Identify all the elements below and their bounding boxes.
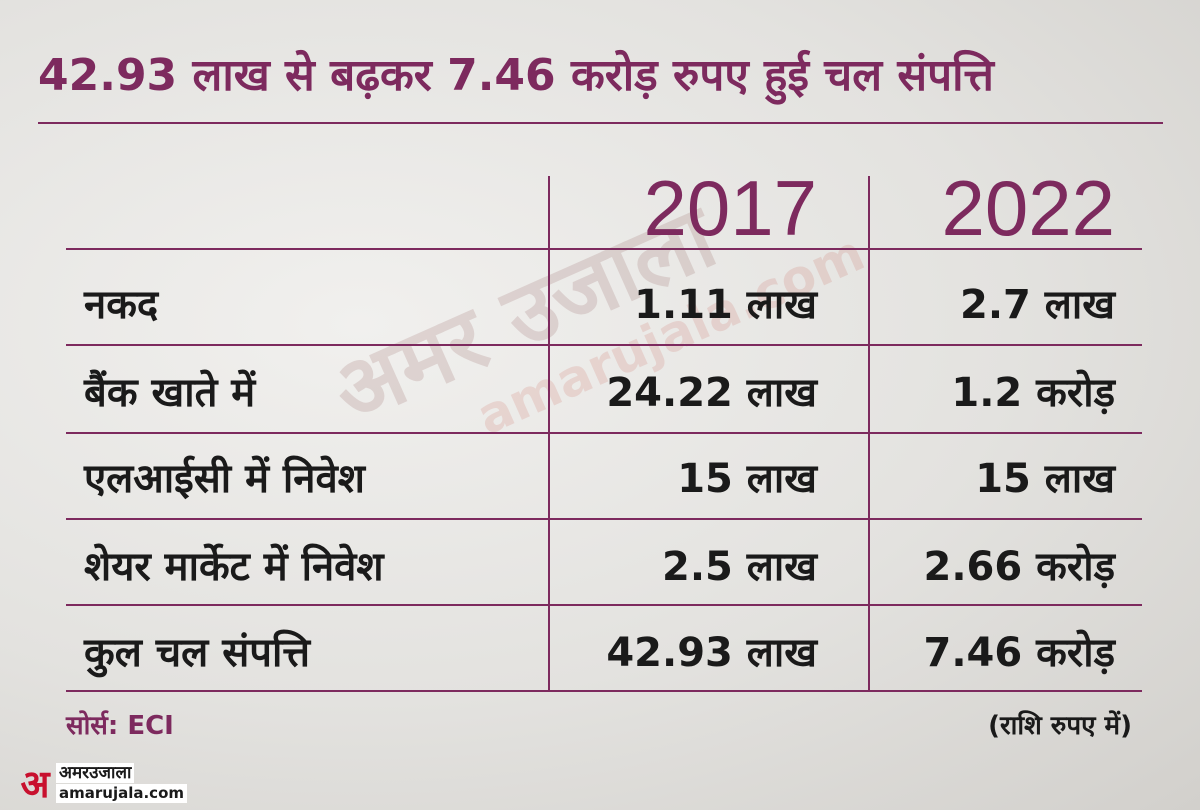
units-note: (राशि रुपए में) <box>988 711 1132 741</box>
cell-bank-2017: 24.22 लाख <box>606 370 817 416</box>
column-header-2017: 2017 <box>643 164 817 252</box>
cell-shares-2017: 2.5 लाख <box>662 544 817 590</box>
cell-cash-2017: 1.11 लाख <box>634 282 817 328</box>
row-label-cash: नकद <box>84 282 159 328</box>
cell-lic-2022: 15 लाख <box>975 456 1115 502</box>
cell-shares-2022: 2.66 करोड़ <box>923 544 1115 590</box>
logo-mark-icon: अ <box>20 762 50 806</box>
row-divider <box>66 432 1142 434</box>
row-divider <box>66 518 1142 520</box>
row-divider <box>66 248 1142 250</box>
row-divider <box>66 690 1142 692</box>
row-divider <box>66 344 1142 346</box>
logo-hindi-text: अमरउजाला <box>56 763 135 783</box>
brand-logo[interactable]: अ अमरउजाला amarujala.com <box>18 762 188 806</box>
row-label-shares: शेयर मार्केट में निवेश <box>84 544 384 590</box>
cell-bank-2022: 1.2 करोड़ <box>951 370 1115 416</box>
row-label-total: कुल चल संपत्ति <box>84 630 310 676</box>
chart-title: 42.93 लाख से बढ़कर 7.46 करोड़ रुपए हुई च… <box>38 50 994 101</box>
cell-lic-2017: 15 लाख <box>677 456 817 502</box>
cell-cash-2022: 2.7 लाख <box>960 282 1115 328</box>
source-label: सोर्स: ECI <box>66 711 174 741</box>
cell-total-2017: 42.93 लाख <box>606 630 817 676</box>
row-divider <box>66 604 1142 606</box>
logo-english-text: amarujala.com <box>56 784 188 803</box>
row-label-bank: बैंक खाते में <box>84 370 256 416</box>
column-header-2022: 2022 <box>941 164 1115 252</box>
cell-total-2022: 7.46 करोड़ <box>923 630 1115 676</box>
row-label-lic: एलआईसी में निवेश <box>84 456 365 502</box>
title-divider <box>38 122 1163 124</box>
